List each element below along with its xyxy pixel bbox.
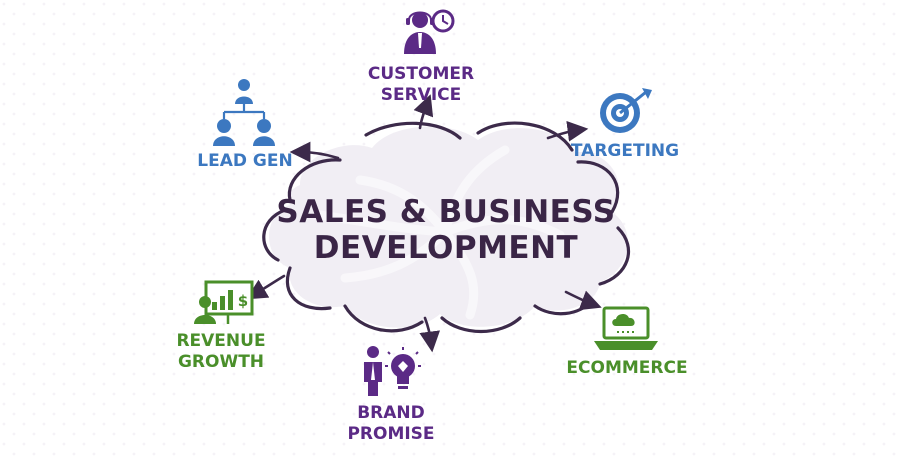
center-title-line1: SALES & BUSINESS [276,194,615,230]
revenue-growth-label-line1: REVENUE [176,331,265,351]
brand-promise-label-line1: BRAND [357,403,425,423]
targeting-label: TARGETING [571,141,679,161]
arrow-to-revenue-growth [246,274,286,300]
node-brand-promise: BRAND PROMISE [347,346,435,444]
node-lead-gen: LEAD GEN [197,79,293,171]
node-ecommerce: ECOMMERCE [566,306,688,378]
node-targeting: TARGETING [571,88,679,161]
laptop-cloud-icon [594,306,658,350]
lead-gen-label: LEAD GEN [197,151,292,171]
revenue-growth-label-line2: GROWTH [178,352,264,372]
person-lightbulb-icon [364,346,421,396]
svg-text:$: $ [238,292,248,310]
target-arrow-icon [600,88,652,133]
customer-service-label-line2: SERVICE [381,85,462,105]
arrow-to-lead-gen [289,141,340,163]
center-title-line2: DEVELOPMENT [314,230,578,266]
node-customer-service: CUSTOMER SERVICE [368,9,474,105]
arrow-to-targeting [546,120,589,142]
connector-arrows [246,94,602,353]
central-cloud [262,121,630,334]
org-chart-people-icon [213,79,275,146]
ecommerce-label: ECOMMERCE [566,358,687,378]
cloud-outline [262,121,630,334]
customer-service-label-line1: CUSTOMER [368,64,474,84]
arrow-to-ecommerce [564,290,602,311]
cloud-swirl [315,145,565,320]
arrow-to-customer-service [413,94,434,130]
support-agent-clock-icon [404,9,455,54]
brand-promise-label-line2: PROMISE [347,424,434,444]
presenter-chart-dollar-icon: $ [194,280,254,324]
node-revenue-growth: $ REVENUE GROWTH [176,280,266,372]
arrow-to-brand-promise [419,316,441,353]
